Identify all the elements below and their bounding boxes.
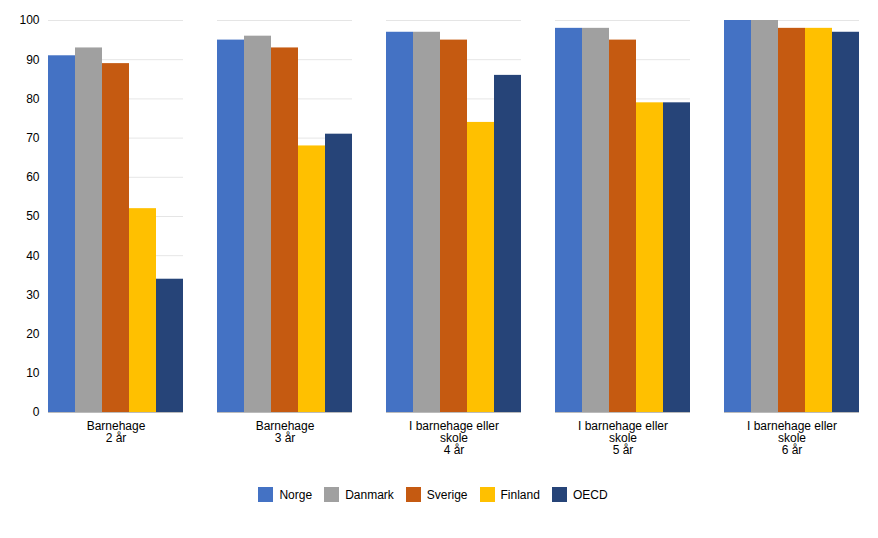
svg-text:60: 60	[26, 170, 40, 184]
svg-text:30: 30	[26, 288, 40, 302]
svg-text:I barnehage ellerskole5 år: I barnehage ellerskole5 år	[578, 419, 668, 457]
html-text:Norge: Norge	[279, 487, 313, 502]
svg-text:I barnehage ellerskole6 år: I barnehage ellerskole6 år	[747, 419, 837, 457]
svg-text:50: 50	[26, 209, 40, 223]
svg-text:10: 10	[26, 366, 40, 380]
html-text:Finland: Finland	[500, 487, 540, 502]
svg-text:100: 100	[19, 13, 39, 27]
svg-text:80: 80	[26, 92, 40, 106]
html-text:Sverige: Sverige	[426, 487, 468, 502]
svg-text:90: 90	[26, 53, 40, 67]
svg-text:I barnehage ellerskole4 år: I barnehage ellerskole4 år	[409, 419, 499, 457]
svg-text:70: 70	[26, 131, 40, 145]
html-text:Danmark: Danmark	[345, 487, 394, 502]
svg-text:0: 0	[33, 405, 40, 419]
svg-text:Barnehage2 år: Barnehage2 år	[87, 419, 146, 445]
html-text:OECD: OECD	[572, 487, 608, 502]
svg-text:Barnehage3 år: Barnehage3 år	[256, 419, 315, 445]
svg-text:20: 20	[26, 327, 40, 341]
svg-text:40: 40	[26, 249, 40, 263]
